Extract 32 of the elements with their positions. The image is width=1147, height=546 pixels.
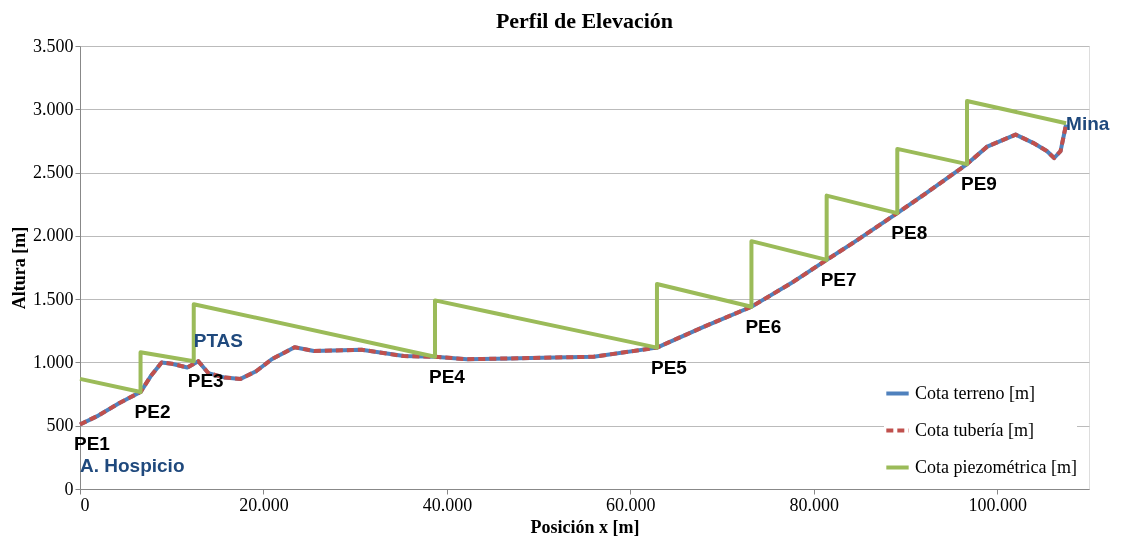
annotation: A. Hospicio: [80, 455, 185, 477]
legend-label: Cota piezométrica [m]: [915, 456, 1077, 477]
y-tick-label: 500: [46, 415, 74, 436]
chart-title: Perfil de Elevación: [495, 8, 674, 33]
x-axis-title: Posición x [m]: [530, 516, 640, 537]
annotation: PE8: [891, 222, 928, 244]
legend-label: Cota tubería [m]: [915, 419, 1034, 440]
annotation: PTAS: [193, 330, 244, 352]
y-tick-label: 3.000: [33, 98, 74, 119]
annotation: PE9: [961, 173, 997, 195]
x-tick-label: 80.000: [789, 494, 840, 515]
x-tick-label: 0: [80, 494, 90, 515]
legend-label: Cota terreno [m]: [915, 382, 1035, 403]
annotation: PE3: [187, 370, 224, 392]
y-tick-label: 1.000: [33, 351, 74, 372]
y-tick-label: 0: [64, 478, 74, 499]
x-tick-label: 40.000: [422, 494, 473, 515]
x-tick-label: 60.000: [606, 494, 656, 515]
y-tick-label: 1.500: [33, 288, 74, 309]
y-axis-title: Altura [m]: [9, 226, 29, 310]
y-tick-label: 3.500: [33, 35, 74, 56]
annotation: PE1: [74, 433, 111, 455]
annotation: Mina: [1066, 113, 1110, 135]
annotation: PE6: [745, 315, 782, 337]
annotation: PE7: [820, 268, 857, 290]
x-tick-label: 20.000: [239, 494, 289, 515]
annotation: PE5: [650, 356, 688, 378]
x-tick-label: 100.000: [968, 494, 1028, 515]
annotation: PE2: [134, 401, 171, 423]
y-tick-label: 2.000: [33, 225, 74, 246]
annotation: PE4: [428, 365, 466, 387]
y-tick-label: 2.500: [33, 162, 74, 183]
